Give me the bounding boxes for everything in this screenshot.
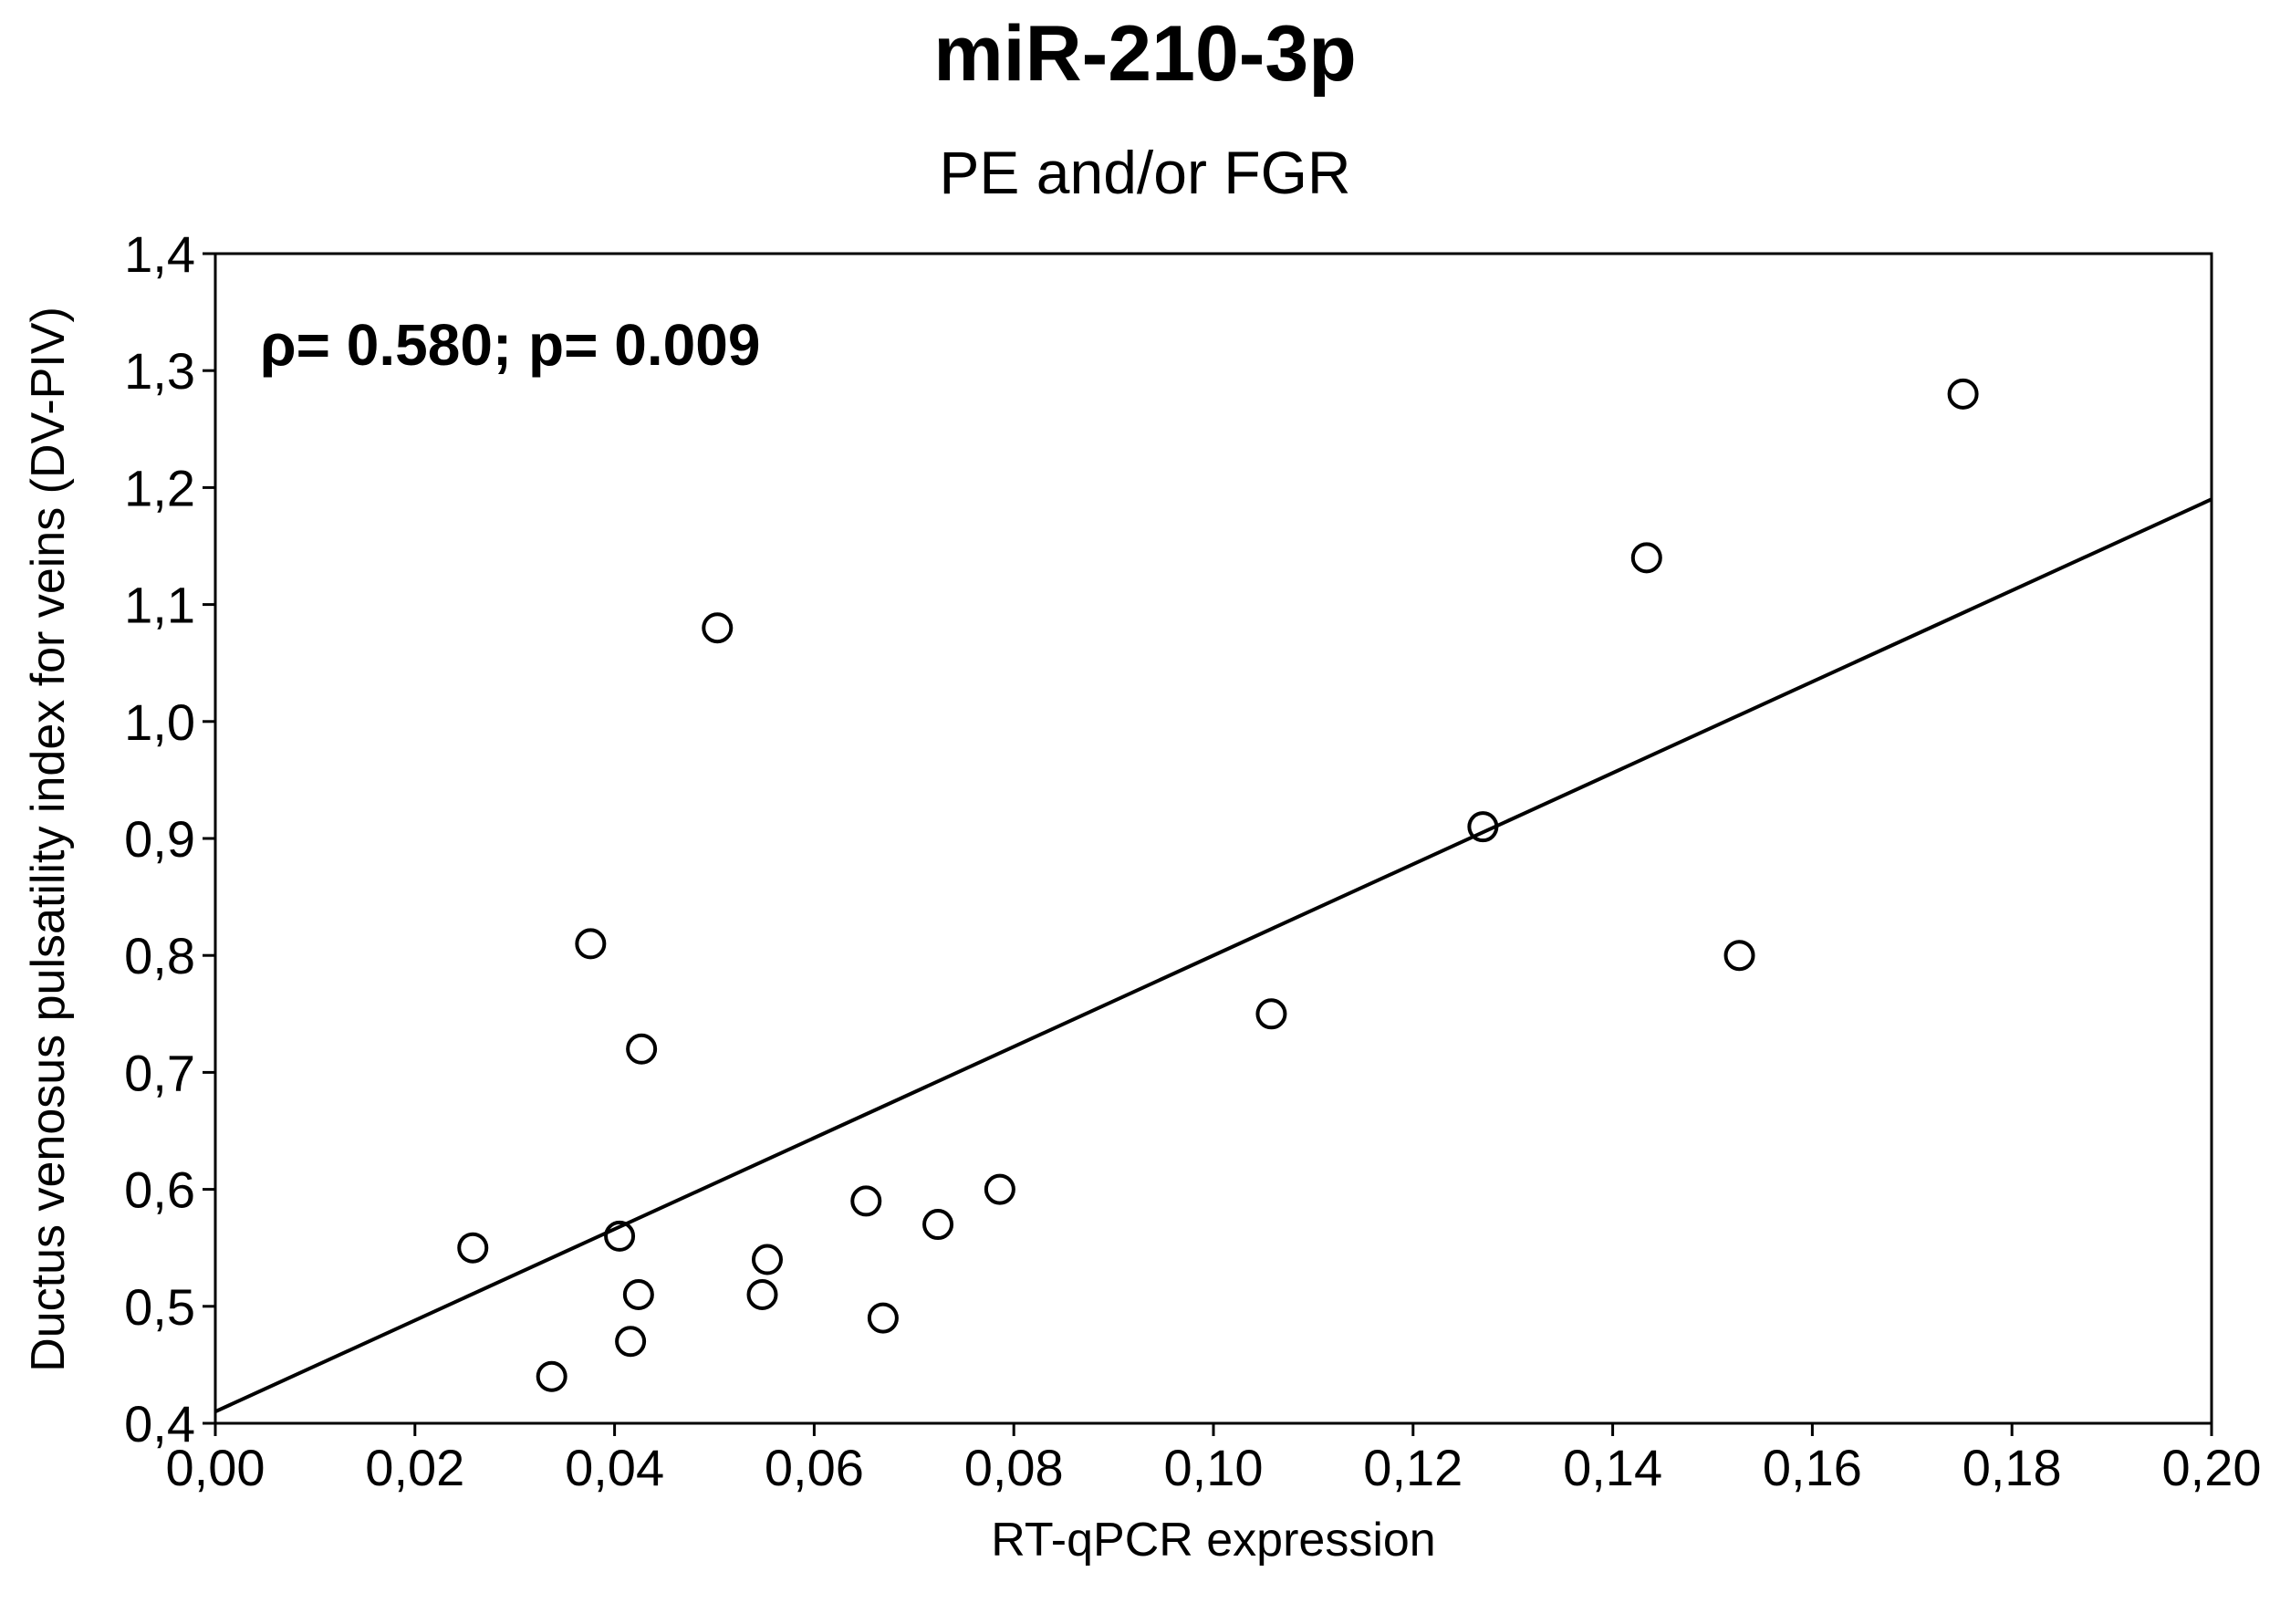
x-tick-label: 0,04 bbox=[565, 1439, 664, 1496]
y-tick-label: 1,2 bbox=[124, 459, 195, 516]
x-axis: 0,00 0,02 0,04 0,06 0,08 0,10 0,12 0,14 0,16 0,18… bbox=[166, 1423, 2262, 1496]
y-tick-label: 0,4 bbox=[124, 1395, 195, 1452]
x-tick-label: 0,06 bbox=[765, 1439, 864, 1496]
x-tick-label: 0,12 bbox=[1363, 1439, 1463, 1496]
data-point bbox=[746, 1278, 778, 1310]
chart-subtitle: PE and/or FGR bbox=[939, 139, 1350, 206]
data-point bbox=[622, 1278, 654, 1310]
y-tick-label: 1,1 bbox=[124, 577, 195, 634]
y-tick-label: 1,3 bbox=[124, 342, 195, 400]
plot-area-frame bbox=[213, 252, 2213, 1425]
data-point bbox=[702, 612, 734, 644]
x-tick-label: 0,14 bbox=[1563, 1439, 1662, 1496]
data-point bbox=[867, 1302, 899, 1334]
x-tick-label: 0,16 bbox=[1763, 1439, 1862, 1496]
data-point bbox=[575, 928, 607, 960]
y-tick-label: 1,4 bbox=[124, 225, 195, 283]
data-point bbox=[626, 1033, 658, 1065]
y-tick-label: 0,7 bbox=[124, 1044, 195, 1101]
y-tick-label: 0,8 bbox=[124, 927, 195, 984]
data-point bbox=[1630, 542, 1662, 574]
data-point bbox=[984, 1173, 1015, 1205]
data-point bbox=[1947, 378, 1979, 410]
chart-title: miR-210-3p bbox=[933, 10, 1357, 98]
regression-line bbox=[214, 497, 2212, 1413]
data-point bbox=[1467, 811, 1499, 843]
data-point bbox=[922, 1209, 954, 1241]
y-axis-label: Ductus venosus pulsatility index for vei… bbox=[22, 307, 75, 1372]
y-axis: 0,4 0,5 0,6 0,7 0,8 0,9 1,0 1,1 1,2 1,3 1,4 bbox=[124, 225, 215, 1452]
x-tick-label: 0,02 bbox=[365, 1439, 464, 1496]
data-point bbox=[457, 1232, 489, 1264]
x-axis-label: RT-qPCR expression bbox=[991, 1514, 1435, 1567]
y-tick-label: 0,6 bbox=[124, 1161, 195, 1219]
data-point bbox=[1723, 940, 1755, 972]
x-tick-label: 0,08 bbox=[964, 1439, 1064, 1496]
x-tick-label: 0,18 bbox=[1962, 1439, 2062, 1496]
y-tick-label: 0,9 bbox=[124, 810, 195, 868]
x-tick-label: 0,00 bbox=[166, 1439, 265, 1496]
data-point bbox=[604, 1220, 636, 1252]
data-point bbox=[536, 1360, 567, 1392]
data-point bbox=[751, 1244, 783, 1275]
x-tick-label: 0,10 bbox=[1164, 1439, 1264, 1496]
x-tick-label: 0,20 bbox=[2162, 1439, 2262, 1496]
correlation-annotation: ρ= 0.580; p= 0.009 bbox=[260, 312, 760, 378]
data-points bbox=[457, 378, 1979, 1392]
data-point bbox=[615, 1326, 647, 1358]
y-tick-label: 1,0 bbox=[124, 693, 195, 751]
y-tick-label: 0,5 bbox=[124, 1278, 195, 1336]
data-point bbox=[850, 1185, 882, 1217]
data-point bbox=[1255, 998, 1287, 1030]
